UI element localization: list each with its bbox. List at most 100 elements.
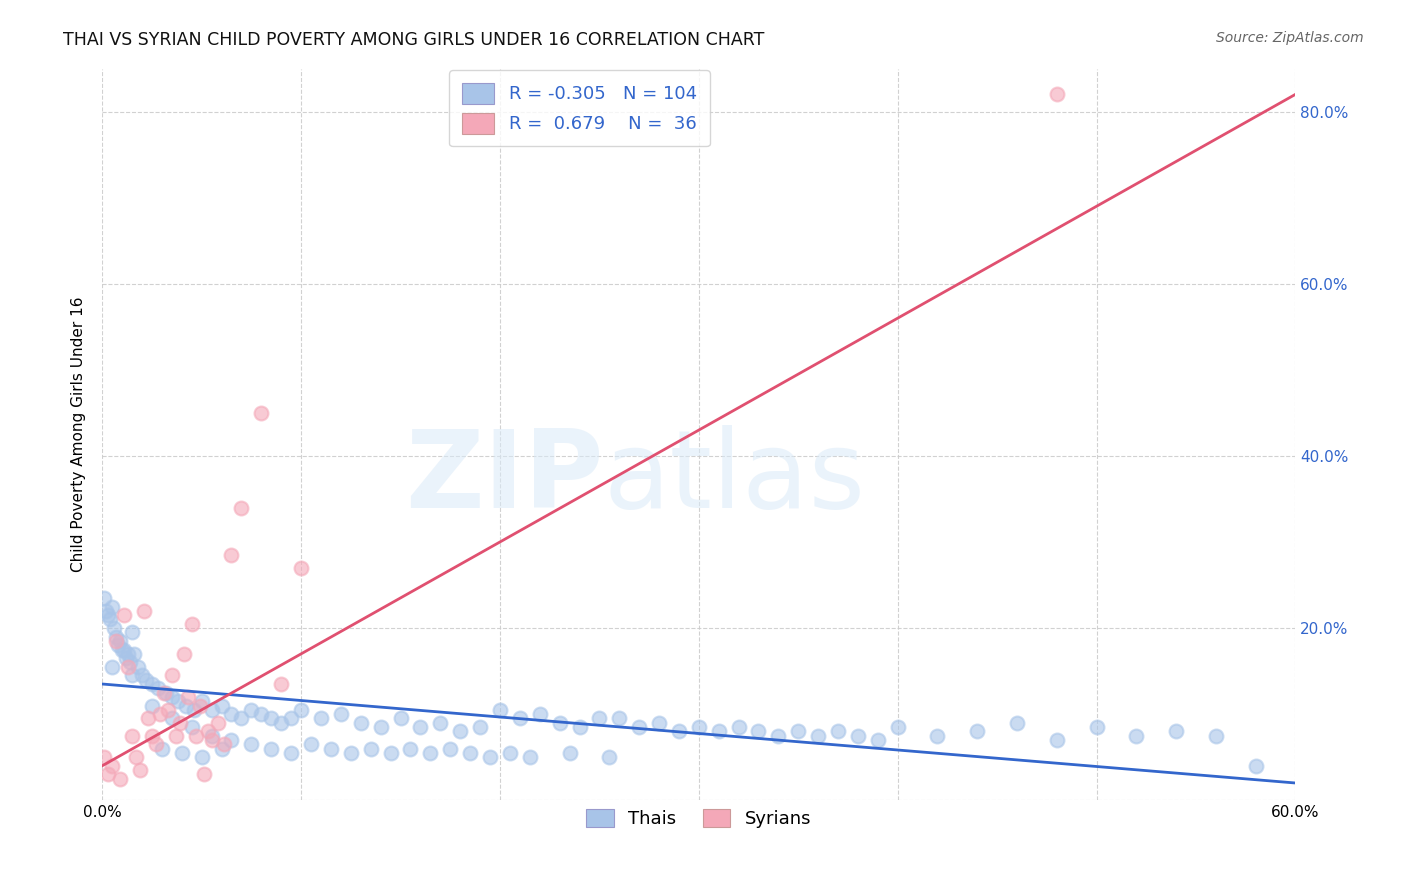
Point bbox=[380, 746, 402, 760]
Point bbox=[221, 733, 243, 747]
Point bbox=[399, 741, 422, 756]
Point bbox=[190, 750, 212, 764]
Point bbox=[125, 750, 148, 764]
Point bbox=[260, 741, 283, 756]
Point bbox=[1125, 729, 1147, 743]
Point bbox=[688, 720, 710, 734]
Point bbox=[101, 599, 124, 614]
Point bbox=[127, 660, 149, 674]
Point bbox=[449, 724, 471, 739]
Point bbox=[131, 668, 153, 682]
Text: ZIP: ZIP bbox=[405, 425, 603, 532]
Point bbox=[188, 698, 211, 713]
Point bbox=[211, 741, 233, 756]
Point bbox=[132, 604, 155, 618]
Point bbox=[768, 729, 790, 743]
Point bbox=[103, 621, 125, 635]
Point bbox=[350, 715, 373, 730]
Point bbox=[129, 763, 152, 777]
Point bbox=[135, 673, 157, 687]
Point bbox=[1244, 759, 1267, 773]
Point bbox=[149, 707, 172, 722]
Point bbox=[309, 711, 332, 725]
Point bbox=[1085, 720, 1108, 734]
Point bbox=[221, 548, 243, 562]
Point bbox=[105, 634, 128, 648]
Point bbox=[183, 703, 205, 717]
Point bbox=[169, 715, 191, 730]
Point bbox=[197, 724, 219, 739]
Point bbox=[141, 677, 163, 691]
Point bbox=[207, 715, 229, 730]
Point bbox=[115, 651, 138, 665]
Point bbox=[329, 707, 352, 722]
Point bbox=[112, 642, 135, 657]
Point bbox=[240, 703, 263, 717]
Point bbox=[180, 616, 202, 631]
Point bbox=[122, 647, 145, 661]
Point bbox=[93, 750, 115, 764]
Point bbox=[250, 406, 273, 420]
Point bbox=[107, 638, 129, 652]
Point bbox=[787, 724, 810, 739]
Point bbox=[499, 746, 522, 760]
Point bbox=[101, 759, 124, 773]
Point bbox=[927, 729, 949, 743]
Point bbox=[389, 711, 412, 725]
Point bbox=[827, 724, 849, 739]
Point bbox=[97, 608, 120, 623]
Point bbox=[105, 630, 128, 644]
Point bbox=[160, 668, 183, 682]
Point bbox=[136, 711, 159, 725]
Point bbox=[439, 741, 461, 756]
Point bbox=[173, 647, 195, 661]
Point bbox=[429, 715, 451, 730]
Point bbox=[1046, 733, 1069, 747]
Point bbox=[121, 729, 143, 743]
Point bbox=[165, 729, 187, 743]
Point bbox=[558, 746, 581, 760]
Point bbox=[200, 703, 222, 717]
Point bbox=[145, 737, 167, 751]
Point bbox=[117, 647, 139, 661]
Point bbox=[280, 711, 302, 725]
Point bbox=[807, 729, 830, 743]
Point bbox=[479, 750, 502, 764]
Point bbox=[707, 724, 730, 739]
Point bbox=[360, 741, 382, 756]
Point bbox=[866, 733, 889, 747]
Point bbox=[170, 746, 193, 760]
Point bbox=[156, 703, 179, 717]
Text: atlas: atlas bbox=[603, 425, 865, 532]
Point bbox=[290, 703, 312, 717]
Point bbox=[1005, 715, 1028, 730]
Point bbox=[250, 707, 273, 722]
Point bbox=[153, 685, 176, 699]
Point bbox=[184, 729, 207, 743]
Point bbox=[529, 707, 551, 722]
Point bbox=[319, 741, 342, 756]
Point bbox=[1166, 724, 1188, 739]
Point bbox=[290, 561, 312, 575]
Point bbox=[468, 720, 491, 734]
Point bbox=[509, 711, 531, 725]
Point bbox=[121, 625, 143, 640]
Point bbox=[96, 604, 118, 618]
Point bbox=[1205, 729, 1227, 743]
Point bbox=[280, 746, 302, 760]
Point bbox=[966, 724, 988, 739]
Point bbox=[747, 724, 769, 739]
Point bbox=[93, 591, 115, 605]
Point bbox=[340, 746, 363, 760]
Point bbox=[166, 694, 188, 708]
Point bbox=[141, 698, 163, 713]
Point bbox=[419, 746, 441, 760]
Point bbox=[231, 711, 253, 725]
Point bbox=[211, 698, 233, 713]
Point bbox=[409, 720, 432, 734]
Point bbox=[588, 711, 610, 725]
Point bbox=[141, 729, 163, 743]
Point bbox=[108, 634, 131, 648]
Point bbox=[221, 707, 243, 722]
Point bbox=[180, 720, 202, 734]
